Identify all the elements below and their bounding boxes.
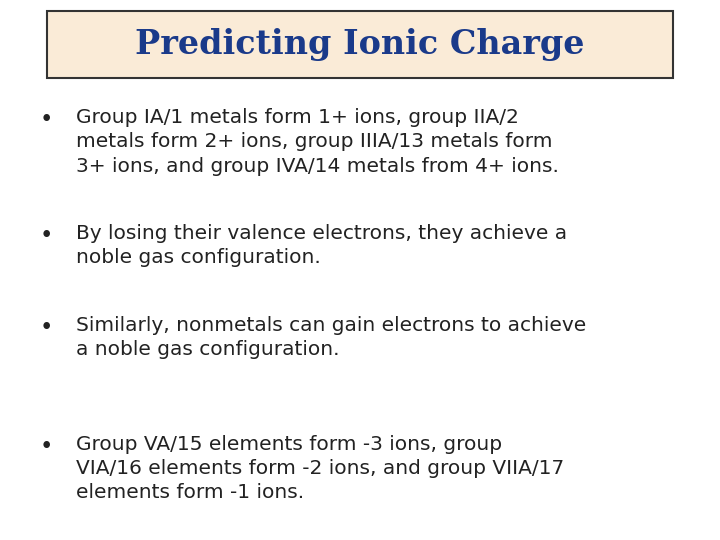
Text: By losing their valence electrons, they achieve a
noble gas configuration.: By losing their valence electrons, they … [76,224,567,267]
Text: •: • [40,435,53,458]
FancyBboxPatch shape [47,11,673,78]
Text: •: • [40,108,53,131]
Text: Predicting Ionic Charge: Predicting Ionic Charge [135,28,585,61]
Text: Similarly, nonmetals can gain electrons to achieve
a noble gas configuration.: Similarly, nonmetals can gain electrons … [76,316,586,359]
Text: •: • [40,224,53,247]
Text: Group IA/1 metals form 1+ ions, group IIA/2
metals form 2+ ions, group IIIA/13 m: Group IA/1 metals form 1+ ions, group II… [76,108,559,176]
Text: Group VA/15 elements form -3 ions, group
VIA/16 elements form -2 ions, and group: Group VA/15 elements form -3 ions, group… [76,435,564,502]
Text: •: • [40,316,53,339]
